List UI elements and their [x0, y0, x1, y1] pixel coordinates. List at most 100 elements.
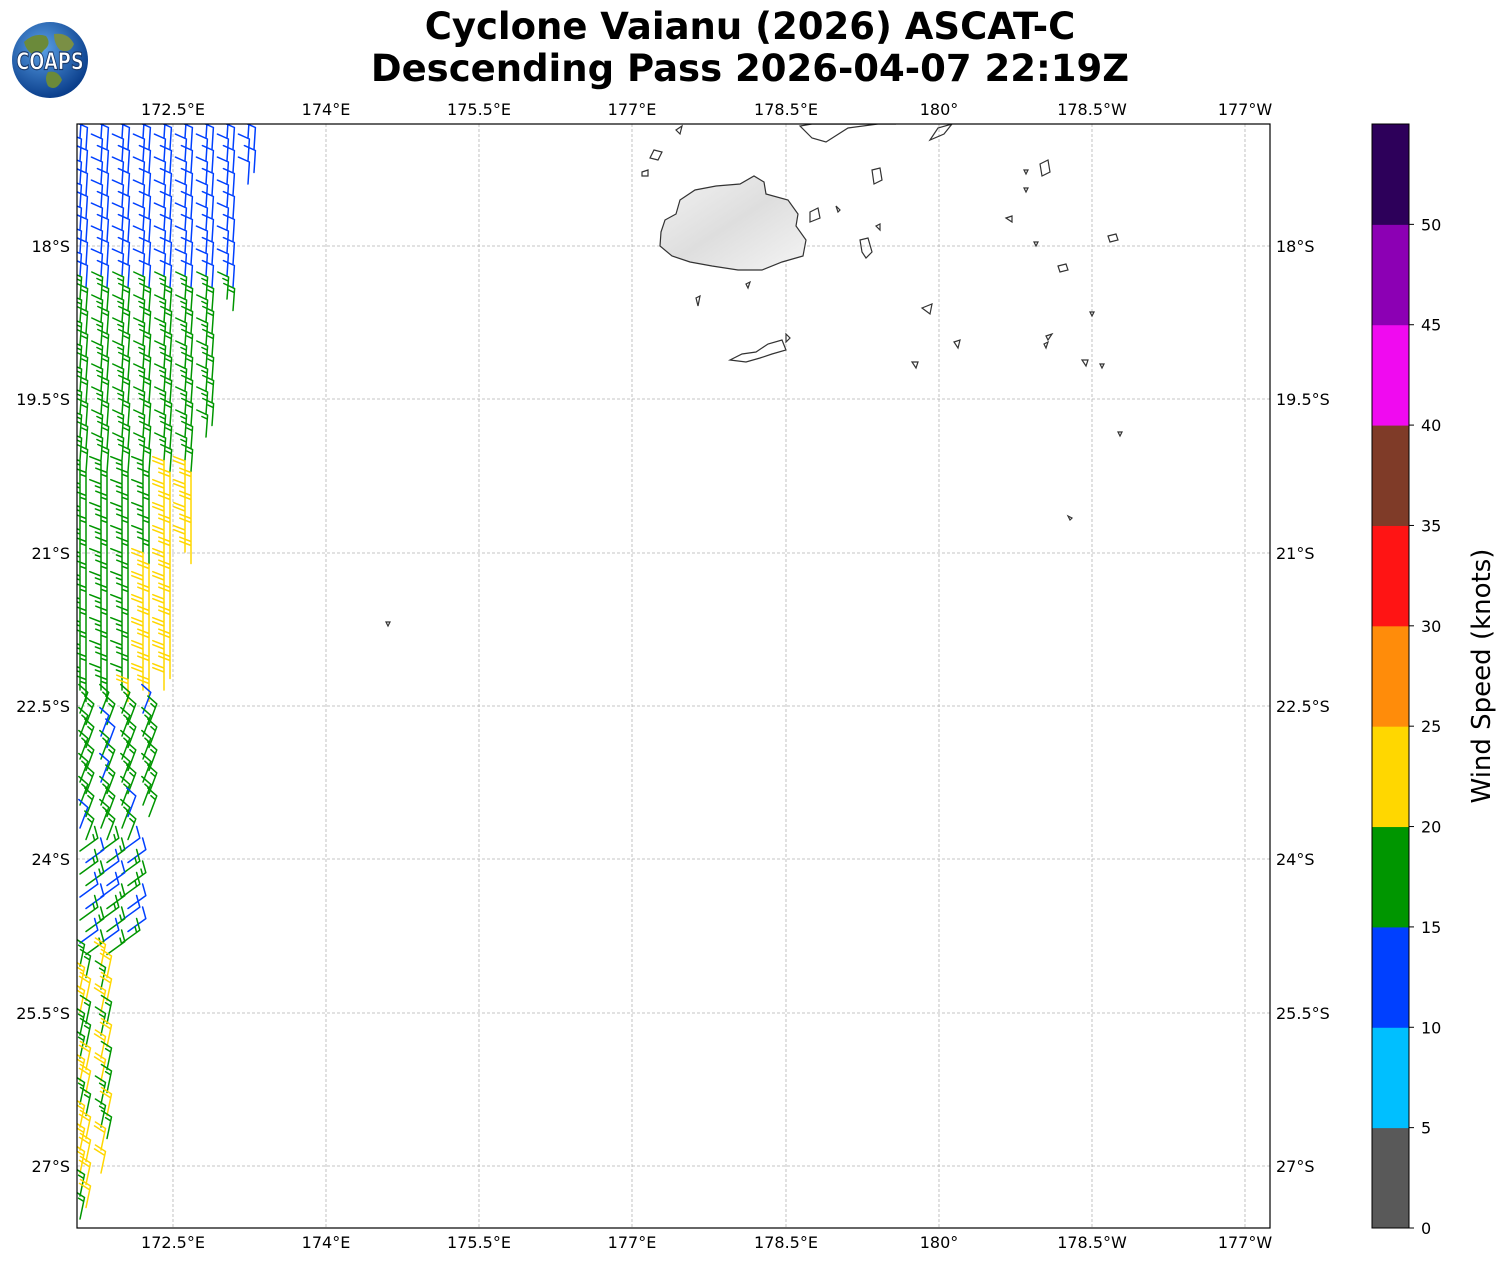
wind-barb — [95, 513, 108, 542]
wind-barb — [179, 513, 192, 542]
wind-barb — [154, 386, 167, 415]
lat-tick-label: 19.5°S — [16, 390, 70, 409]
wind-barb — [132, 202, 146, 231]
colorbar-tick-label: 25 — [1421, 717, 1441, 736]
taveuni-island — [928, 124, 953, 142]
wind-barb — [201, 259, 215, 289]
wind-barb — [78, 1155, 92, 1186]
wind-barb — [152, 639, 165, 668]
wind-barb — [77, 491, 87, 519]
wind-barb — [77, 228, 83, 254]
wind-barb — [131, 524, 144, 553]
wind-barb — [77, 159, 83, 185]
wind-barb — [96, 213, 110, 243]
wind-barb — [137, 490, 150, 519]
wind-barb — [79, 1086, 92, 1117]
wind-barb — [160, 328, 173, 358]
wind-barb — [97, 351, 110, 381]
wind-barb — [118, 328, 131, 358]
wind-barb — [106, 883, 126, 910]
wind-barb — [181, 328, 194, 358]
wind-barb — [196, 271, 209, 300]
wind-barb — [79, 894, 99, 921]
fiji-islands — [385, 124, 1123, 628]
logo-text: COAPS — [16, 48, 83, 76]
wind-barb — [111, 202, 125, 231]
lat-tick-label: 27°S — [31, 1157, 70, 1176]
wind-barb — [245, 124, 257, 151]
wind-barb — [131, 593, 144, 622]
title-line-2: Descending Pass 2026-04-07 22:19Z — [370, 47, 1130, 90]
wind-barb — [91, 409, 104, 438]
wind-barb — [153, 133, 167, 162]
wind-barb — [117, 236, 131, 266]
wind-barb — [174, 179, 188, 208]
wind-barb — [175, 271, 188, 300]
wind-barb — [79, 1017, 92, 1048]
wind-barb — [94, 1098, 107, 1128]
wind-barb — [196, 317, 209, 346]
wind-barb — [116, 559, 129, 588]
lon-tick-label: 175.5°E — [447, 1233, 511, 1252]
wind-barb — [117, 213, 131, 243]
wind-barb — [160, 443, 173, 473]
wind-barb — [138, 236, 152, 266]
wind-barb — [152, 662, 165, 691]
lon-tick-label: 178.5°E — [754, 100, 818, 119]
wind-barb — [85, 906, 105, 933]
wind-barb — [153, 156, 167, 185]
wind-barb — [77, 435, 83, 461]
wind-barb — [247, 124, 250, 139]
colorbar-tick-label: 5 — [1421, 1119, 1431, 1138]
map-frame — [76, 123, 1271, 1229]
wind-barb — [158, 628, 171, 657]
wind-barb — [202, 282, 215, 312]
wind-barb — [77, 961, 86, 990]
wind-barb — [100, 994, 113, 1025]
wind-barb — [77, 214, 89, 243]
wind-barb — [77, 984, 86, 1013]
wind-barb — [153, 248, 167, 277]
wind-barb — [116, 651, 129, 680]
wind-barb — [133, 386, 146, 415]
wind-barb — [181, 374, 194, 404]
wind-barb — [78, 1132, 92, 1163]
wind-barb — [100, 1063, 113, 1094]
wind-barb — [133, 340, 146, 369]
wind-barb — [131, 455, 144, 484]
wind-barb — [89, 616, 102, 645]
colorbar: 0 5 10 15 20 25 30 35 40 45 50 — [1371, 123, 1441, 1238]
wind-barb — [131, 478, 144, 507]
wind-barb — [137, 536, 150, 565]
wind-barb — [111, 225, 125, 254]
wind-barb — [98, 124, 110, 151]
wind-barb — [97, 420, 110, 450]
wind-barb — [132, 248, 146, 277]
wind-barbs — [77, 124, 257, 1220]
wind-barb — [201, 236, 215, 266]
wind-barb — [77, 343, 83, 369]
wind-barb — [174, 133, 188, 162]
wind-barb — [119, 124, 131, 151]
lon-tick-label: 177°E — [608, 100, 657, 119]
lon-tick-label: 177°W — [1218, 1233, 1273, 1252]
wind-barb — [91, 432, 104, 461]
lat-tick-label: 21°S — [1276, 544, 1315, 563]
wind-barb — [84, 810, 95, 841]
wind-barb — [160, 351, 173, 381]
colorbar-frame — [1371, 123, 1410, 1229]
wind-barb — [154, 409, 167, 438]
wind-barb — [216, 179, 230, 208]
wind-barb — [93, 983, 107, 1013]
wind-barb — [152, 524, 165, 553]
chart-title: Cyclone Vaianu (2026) ASCAT-C Descending… — [250, 6, 1250, 90]
wind-barb — [133, 294, 146, 323]
wind-barb — [97, 374, 110, 404]
wind-barb — [97, 328, 110, 358]
wind-barb — [175, 340, 188, 369]
wind-barb — [159, 213, 173, 243]
wind-barb — [127, 860, 147, 887]
wind-barb — [175, 432, 188, 461]
colorbar-segment — [1372, 1127, 1409, 1229]
